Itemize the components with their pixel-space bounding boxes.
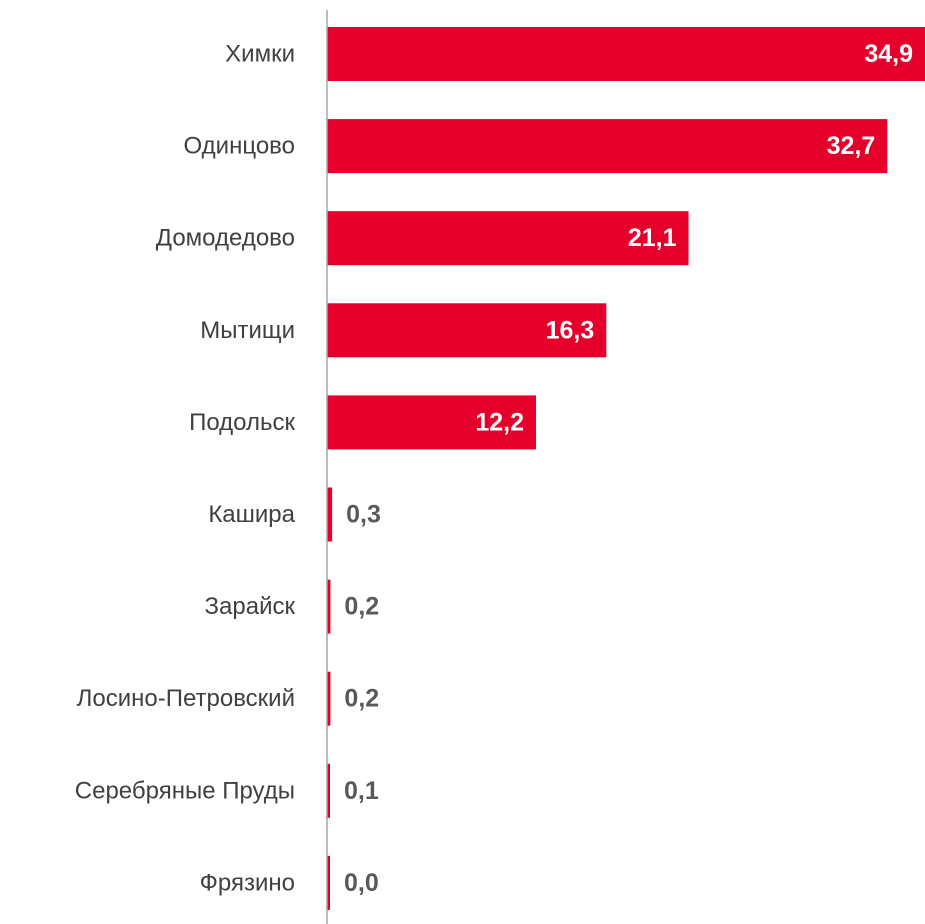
bar-серебряные-пруды <box>327 763 330 818</box>
bar-зарайск <box>327 579 331 634</box>
bar-одинцово <box>327 119 888 174</box>
bars-group <box>327 27 925 910</box>
value-label: 0,0 <box>344 869 379 897</box>
category-label: Зарайск <box>205 593 296 620</box>
value-label: 21,1 <box>628 224 677 252</box>
value-label: 32,7 <box>827 132 876 160</box>
bar-кашира <box>327 487 333 542</box>
category-label: Фрязино <box>200 869 295 896</box>
category-label: Мытищи <box>200 317 295 344</box>
category-label: Лосино-Петровский <box>77 685 295 712</box>
value-label: 34,9 <box>864 40 913 68</box>
category-labels-group: Химки Одинцово Домодедово Мытищи Подольск Каш… <box>75 41 296 897</box>
category-label: Домодедово <box>156 225 295 252</box>
category-label: Химки <box>225 41 295 68</box>
category-label: Кашира <box>208 501 295 528</box>
bar-подольск <box>327 395 537 450</box>
bar-лосино-петровский <box>327 671 331 726</box>
category-label: Одинцово <box>184 133 295 160</box>
value-label: 0,3 <box>346 501 381 529</box>
bar-домодедово <box>327 211 689 266</box>
bar-химки <box>327 27 925 81</box>
category-label: Подольск <box>189 409 295 436</box>
bar-фрязино <box>327 855 330 910</box>
bar-мытищи <box>327 303 607 358</box>
value-label: 12,2 <box>475 408 524 436</box>
value-label: 0,1 <box>344 777 379 805</box>
value-labels-group: 34,9 32,7 21,1 16,3 12,2 0,3 0,2 0,2 0,1 0,0 <box>344 40 913 897</box>
category-label: Серебряные Пруды <box>75 777 295 804</box>
value-label: 16,3 <box>546 316 595 344</box>
value-label: 0,2 <box>344 593 379 621</box>
value-label: 0,2 <box>344 685 379 713</box>
